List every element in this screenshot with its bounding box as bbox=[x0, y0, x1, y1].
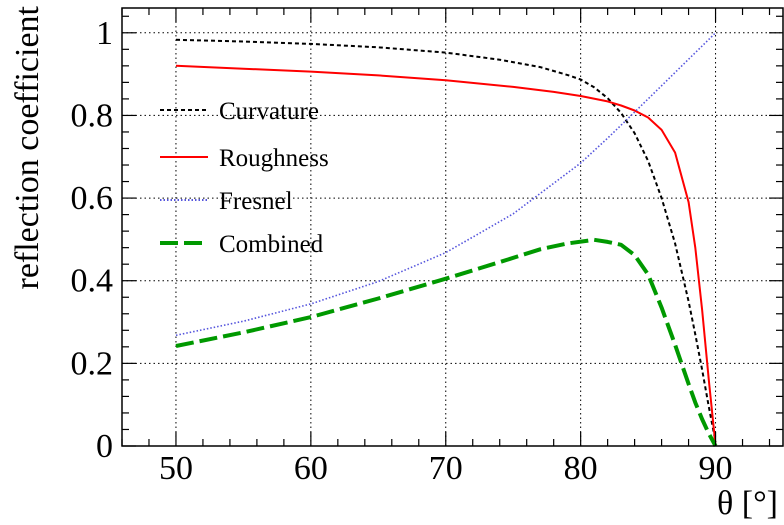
tick-label-layer: 50 60 70 80 90 0 0.2 0.4 0.6 0.8 1 bbox=[71, 15, 733, 487]
legend-label-curvature: Curvature bbox=[219, 98, 319, 125]
y-tick-label: 0.2 bbox=[71, 345, 114, 382]
x-tick-label: 90 bbox=[699, 450, 733, 487]
tick-layer bbox=[121, 8, 783, 447]
legend: Curvature Roughness Fresnel Combined bbox=[160, 98, 329, 258]
grid-layer bbox=[122, 8, 783, 447]
x-tick-label: 70 bbox=[429, 450, 463, 487]
series-line-curvature bbox=[175, 38, 717, 443]
y-tick-label: 1 bbox=[96, 15, 113, 52]
plot-frame bbox=[121, 7, 784, 447]
legend-label-roughness: Roughness bbox=[219, 145, 329, 172]
y-tick-label: 0.6 bbox=[71, 180, 114, 217]
y-tick-label: 0.8 bbox=[71, 97, 114, 134]
legend-label-combined: Combined bbox=[219, 231, 324, 258]
y-tick-label: 0 bbox=[96, 428, 113, 465]
y-axis-title: reflection coefficient bbox=[9, 5, 46, 289]
x-axis-title: θ [°] bbox=[717, 485, 778, 522]
series-line-combined bbox=[175, 237, 718, 447]
series-line-fresnel bbox=[175, 32, 717, 337]
series-line-roughness bbox=[175, 64, 717, 447]
series-layer bbox=[175, 32, 718, 447]
x-tick-label: 60 bbox=[294, 450, 328, 487]
x-tick-label: 50 bbox=[159, 450, 193, 487]
y-tick-label: 0.4 bbox=[71, 263, 114, 300]
legend-label-fresnel: Fresnel bbox=[219, 188, 293, 215]
x-tick-label: 80 bbox=[564, 450, 598, 487]
